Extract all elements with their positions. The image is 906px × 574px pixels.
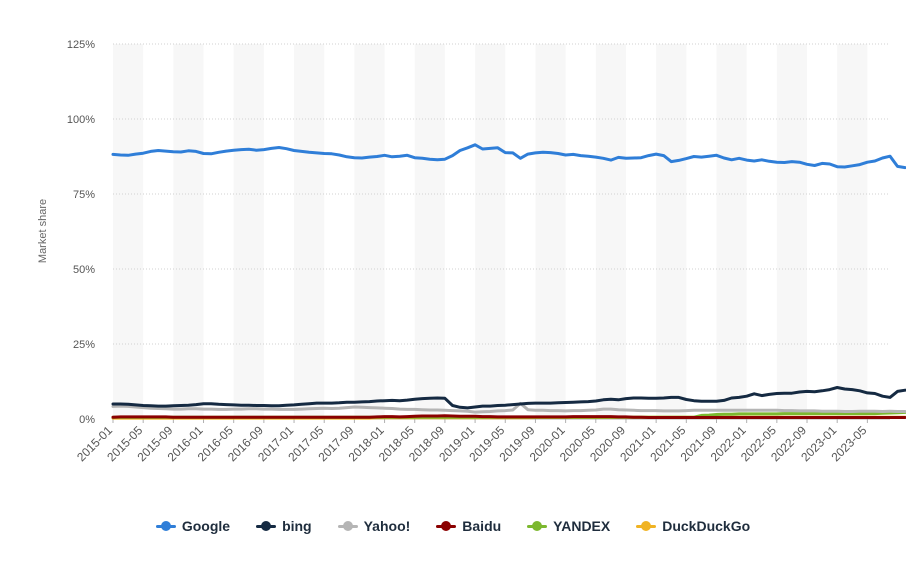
series-line-bing bbox=[111, 386, 906, 410]
x-axis-ticks: 2015-012015-052015-092016-012016-052016-… bbox=[74, 419, 870, 464]
legend-marker-icon bbox=[436, 521, 457, 531]
y-axis-label: Market share bbox=[37, 199, 49, 263]
y-tick-label: 125% bbox=[67, 39, 95, 51]
legend-marker-icon bbox=[527, 521, 548, 531]
legend-label: Yahoo! bbox=[363, 518, 411, 534]
legend-item-baidu[interactable]: Baidu bbox=[436, 518, 501, 534]
band bbox=[414, 44, 445, 419]
legend-item-duckduckgo[interactable]: DuckDuckGo bbox=[636, 518, 750, 534]
band bbox=[233, 44, 264, 419]
series-line-yahoo bbox=[111, 401, 906, 414]
y-tick-label: 25% bbox=[73, 339, 95, 351]
legend-label: Google bbox=[181, 518, 231, 534]
y-tick-label: 0% bbox=[79, 414, 95, 426]
band bbox=[837, 44, 868, 419]
band bbox=[776, 44, 808, 419]
band bbox=[113, 44, 144, 419]
band bbox=[354, 44, 385, 419]
band bbox=[294, 44, 325, 419]
legend-item-yahoo[interactable]: Yahoo! bbox=[337, 518, 411, 534]
legend-marker-icon bbox=[256, 521, 277, 531]
band bbox=[656, 44, 687, 419]
legend-label: Baidu bbox=[462, 518, 502, 534]
band bbox=[716, 44, 747, 419]
legend-item-bing[interactable]: bing bbox=[256, 518, 312, 534]
legend-marker-icon bbox=[636, 521, 657, 531]
chart-legend: Google bing Yahoo! Baidu YANDEX DuckDuckGo bbox=[0, 518, 906, 534]
band bbox=[595, 44, 626, 419]
legend-label: YANDEX bbox=[553, 518, 611, 534]
y-tick-label: 50% bbox=[73, 264, 95, 276]
legend-item-google[interactable]: Google bbox=[155, 518, 231, 534]
series-line-google bbox=[111, 143, 906, 170]
alternating-bands bbox=[113, 44, 868, 419]
series-lines bbox=[111, 143, 906, 420]
series-line-baidu bbox=[111, 414, 906, 419]
legend-item-yandex[interactable]: YANDEX bbox=[527, 518, 610, 534]
band bbox=[535, 44, 566, 419]
y-axis-ticks: 0% 25% 50% 75% 100% 125% bbox=[67, 39, 95, 426]
legend-label: DuckDuckGo bbox=[662, 518, 751, 534]
band bbox=[475, 44, 506, 419]
legend-marker-icon bbox=[155, 521, 176, 531]
band bbox=[173, 44, 204, 419]
y-tick-label: 100% bbox=[67, 114, 95, 126]
legend-marker-icon bbox=[337, 521, 358, 531]
y-tick-label: 75% bbox=[73, 189, 95, 201]
legend-label: bing bbox=[282, 518, 312, 534]
